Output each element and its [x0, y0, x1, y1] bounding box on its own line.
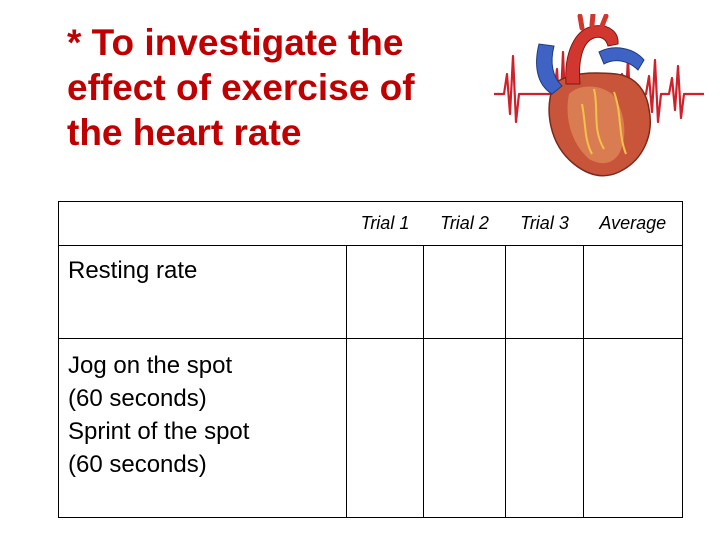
- cell-resting-average: [583, 245, 683, 339]
- title-line-1: * To investigate the: [67, 22, 404, 63]
- row-label-resting: Resting rate: [58, 245, 347, 339]
- cell-exercise-trial-1: [346, 338, 424, 518]
- column-header-average: Average: [583, 201, 683, 246]
- table-row: Jog on the spot (60 seconds) Sprint of t…: [58, 338, 683, 518]
- row-label-exercise: Jog on the spot (60 seconds) Sprint of t…: [58, 338, 347, 518]
- vena-cava: [536, 43, 563, 95]
- heart-ecg-icon: [494, 14, 704, 177]
- table-row: Resting rate: [58, 245, 683, 339]
- cell-exercise-trial-2: [423, 338, 506, 518]
- column-header-trial-3: Trial 3: [505, 201, 584, 246]
- pulmonary-artery: [598, 47, 645, 71]
- cell-exercise-average: [583, 338, 683, 518]
- row-label-line: (60 seconds): [68, 451, 207, 478]
- cell-resting-trial-1: [346, 245, 424, 339]
- cell-resting-trial-2: [423, 245, 506, 339]
- header-blank-cell: [58, 201, 347, 246]
- title-line-2: effect of exercise of: [67, 67, 415, 108]
- heart-rate-table: Trial 1 Trial 2 Trial 3 Average Resting …: [58, 201, 683, 518]
- row-label-line: (60 seconds): [68, 385, 207, 412]
- slide-title: * To investigate the effect of exercise …: [67, 20, 497, 155]
- coronary-vessels: [581, 88, 627, 155]
- column-header-trial-2: Trial 2: [423, 201, 506, 246]
- cell-exercise-trial-3: [505, 338, 584, 518]
- aortic-branches: [577, 14, 609, 31]
- title-line-3: the heart rate: [67, 112, 302, 153]
- row-label-line: Resting rate: [68, 257, 198, 284]
- column-header-trial-1: Trial 1: [346, 201, 424, 246]
- aorta: [565, 25, 619, 85]
- cell-resting-trial-3: [505, 245, 584, 339]
- row-label-line: Sprint of the spot: [68, 418, 250, 445]
- row-label-line: Jog on the spot: [68, 352, 233, 379]
